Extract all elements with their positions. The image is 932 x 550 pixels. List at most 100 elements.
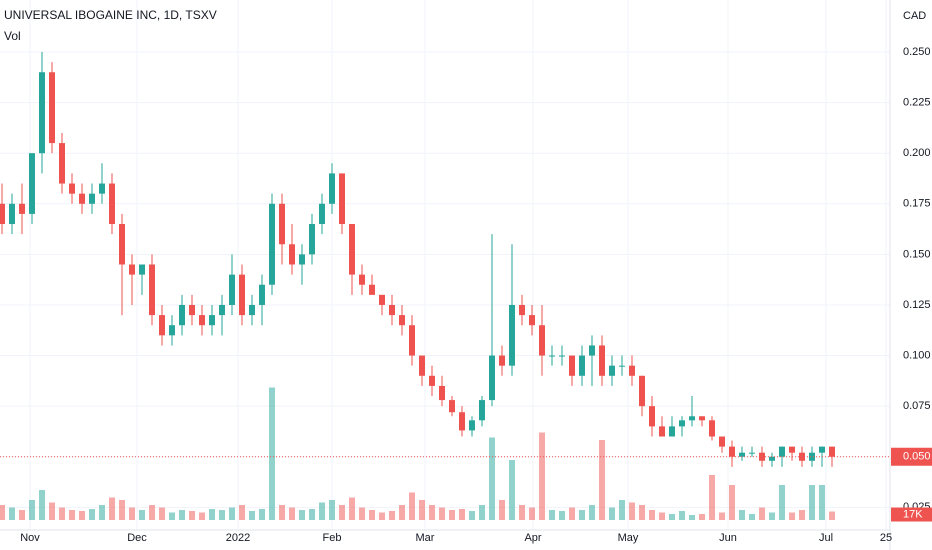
candle-body — [749, 452, 755, 454]
volume-bar — [29, 500, 35, 520]
volume-bar — [309, 509, 315, 520]
candle-body — [199, 315, 205, 326]
x-tick-label: May — [618, 532, 639, 544]
candle-body — [169, 325, 175, 336]
candle-body — [649, 406, 655, 427]
candle-body — [689, 416, 695, 421]
y-tick-label: 0.075 — [903, 400, 931, 412]
volume-bar — [339, 505, 345, 520]
y-tick-label: 0.175 — [903, 198, 931, 210]
volume-bar — [369, 510, 375, 520]
candle-body — [149, 264, 155, 316]
candle-body — [259, 284, 265, 305]
candle-body — [489, 355, 495, 401]
volume-bar — [179, 510, 185, 520]
candle-body — [319, 203, 325, 225]
candle-body — [339, 173, 345, 225]
volume-bar — [239, 505, 245, 520]
candle-body — [549, 355, 555, 357]
volume-bar — [559, 511, 565, 520]
y-tick-label: 0.125 — [903, 299, 931, 311]
volume-bar — [39, 490, 45, 520]
candle-body — [299, 254, 305, 265]
volume-bar — [809, 485, 815, 520]
volume-bar — [829, 511, 835, 520]
volume-bar — [439, 507, 445, 520]
volume-bar — [709, 475, 715, 520]
candle-body — [579, 355, 585, 376]
candle-body — [229, 274, 235, 305]
volume-bar — [419, 500, 425, 520]
last-volume-label: 17K — [903, 508, 923, 520]
volume-bar — [609, 507, 615, 520]
volume-bar — [99, 505, 105, 520]
candle-body — [29, 153, 35, 214]
volume-bar — [399, 505, 405, 520]
volume-bar — [799, 510, 805, 520]
candle-body — [399, 315, 405, 326]
volume-bar — [79, 511, 85, 520]
candle-body — [459, 412, 465, 431]
volume-bar — [209, 509, 215, 520]
volume-bar — [359, 507, 365, 520]
candle-body — [709, 420, 715, 437]
label-layer: 0.025 0.050 0.075 0.100 0.125 0.150 0.175 0.200… — [20, 46, 932, 544]
volume-title: Vol — [4, 29, 21, 43]
volume-bar — [749, 514, 755, 520]
y-tick-label: 0.025 — [903, 501, 931, 513]
candle-body — [359, 274, 365, 285]
volume-bar — [739, 510, 745, 520]
candle-body — [289, 244, 295, 265]
volume-bar — [189, 511, 195, 520]
candle-body — [69, 183, 75, 194]
volume-bar — [499, 500, 505, 520]
candle-body — [589, 345, 595, 356]
currency: CAD — [903, 10, 926, 22]
candle-body — [499, 355, 505, 366]
grid-layer — [0, 0, 890, 530]
volume-bar — [289, 507, 295, 520]
candle-body — [479, 400, 485, 421]
candle-body — [739, 452, 745, 457]
candle-body — [569, 355, 575, 376]
candle-body — [509, 304, 515, 366]
candle-body — [429, 375, 435, 386]
candle-body — [379, 294, 385, 305]
volume-bar — [429, 505, 435, 520]
candle-body — [469, 420, 475, 431]
candle-body — [559, 355, 565, 357]
volume-bar — [629, 502, 635, 520]
candle-body — [669, 426, 675, 437]
volume-bar — [299, 510, 305, 520]
volume-bar — [509, 460, 515, 520]
volume-bar — [59, 507, 65, 520]
volume-bar — [699, 514, 705, 520]
volume-bar — [759, 507, 765, 520]
volume-bar — [669, 514, 675, 520]
volume-bar — [69, 510, 75, 520]
x-tick-label: Nov — [20, 532, 40, 544]
chart-title: UNIVERSAL IBOGAINE INC, 1D, TSXV — [4, 8, 217, 22]
candle-body — [219, 304, 225, 316]
last-price-label: 0.050 — [903, 451, 931, 463]
volume-bar — [409, 492, 415, 520]
x-tick-label: 25 — [880, 532, 892, 544]
volume-bar — [449, 510, 455, 520]
volume-bar — [479, 505, 485, 520]
candle-body — [519, 304, 525, 316]
volume-bar — [19, 510, 25, 520]
volume-bar — [199, 512, 205, 520]
volume-bar — [649, 510, 655, 520]
candle-body — [159, 315, 165, 336]
candle-body — [209, 315, 215, 326]
volume-bar — [569, 507, 575, 520]
y-tick-label: 0.225 — [903, 97, 931, 109]
candle-body — [389, 304, 395, 316]
candle-body — [249, 304, 255, 316]
candle-body — [809, 452, 815, 461]
y-tick-label: 0.250 — [903, 46, 931, 58]
last-price-box — [891, 447, 932, 466]
volume-bar — [719, 512, 725, 520]
candle-body — [819, 446, 825, 453]
